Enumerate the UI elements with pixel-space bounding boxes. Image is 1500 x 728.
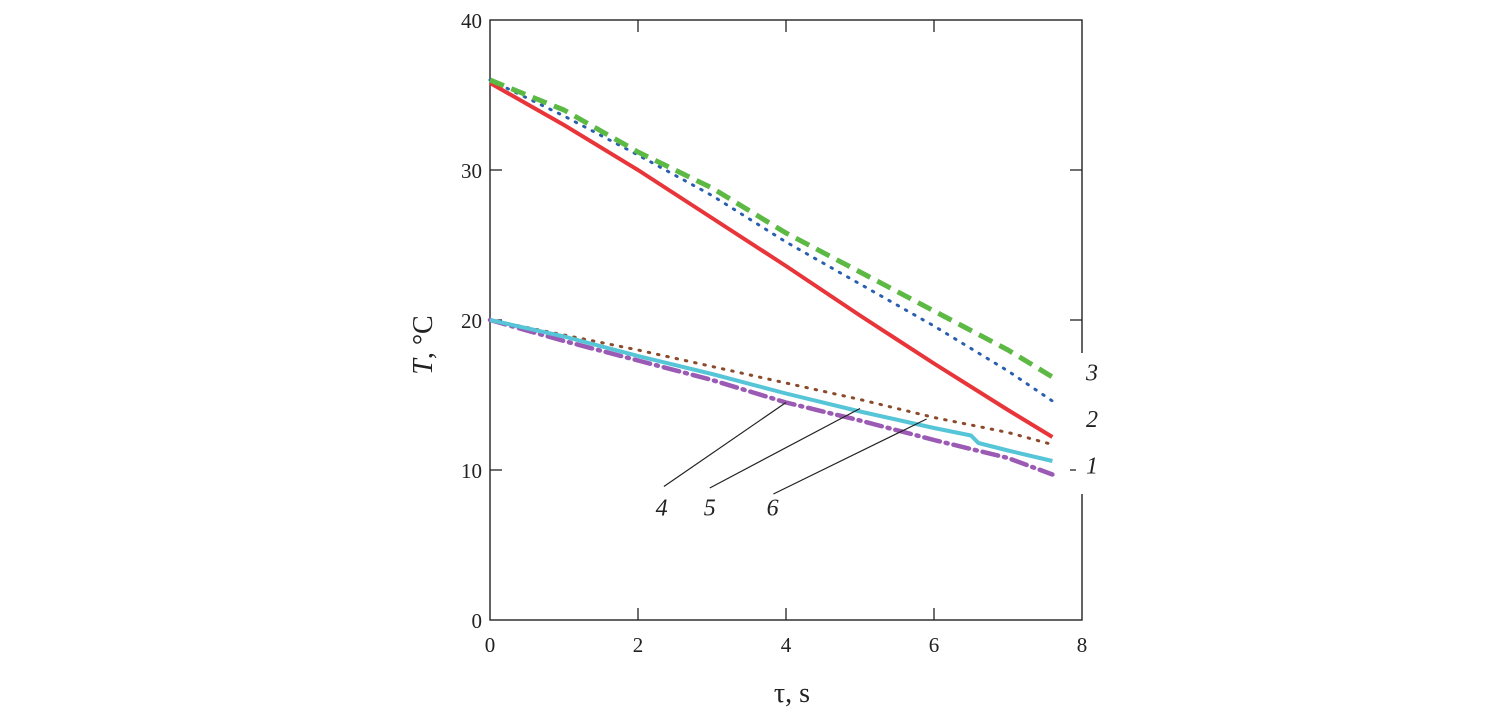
y-tick-label: 40 — [461, 9, 482, 33]
leader-line-5 — [709, 407, 861, 489]
curve-labels: 3 2 1 4 5 6 — [656, 353, 1116, 522]
series-layer — [487, 77, 1055, 477]
series-line-5 — [489, 318, 1053, 463]
curve-label-6: 6 — [767, 496, 779, 522]
series-line-3 — [489, 77, 1054, 380]
x-axis-title: τ, s — [774, 678, 810, 709]
leader-line-6 — [773, 418, 927, 495]
series-line-6 — [487, 317, 1055, 477]
plot-frame — [489, 19, 1083, 621]
tick-labels: 0 2 4 6 8 0 10 20 30 40 — [461, 9, 1087, 657]
axis-ticks — [490, 20, 1082, 620]
leader-line-4 — [663, 402, 787, 487]
y-axis-title: T, °C — [408, 315, 439, 374]
x-tick-label: 4 — [781, 633, 792, 657]
series-line-4 — [488, 318, 1054, 446]
x-tick-label: 2 — [633, 633, 644, 657]
x-tick-label: 0 — [485, 633, 496, 657]
curve-label-1: 1 — [1086, 454, 1098, 480]
curve-label-4: 4 — [656, 496, 668, 522]
y-tick-label: 10 — [461, 459, 482, 483]
y-tick-label: 20 — [461, 309, 482, 333]
x-tick-label: 6 — [929, 633, 940, 657]
series-line-1 — [489, 81, 1054, 439]
y-tick-label: 30 — [461, 159, 482, 183]
curve-label-5: 5 — [704, 496, 716, 522]
y-tick-label: 0 — [472, 609, 483, 633]
y-axis-title-symbol: T — [408, 357, 439, 375]
label-leaders — [663, 402, 927, 495]
series-line-2 — [488, 78, 1054, 403]
x-tick-label: 8 — [1077, 633, 1088, 657]
y-axis-title-unit: , °C — [408, 315, 439, 359]
curve-label-2: 2 — [1086, 407, 1098, 433]
curve-label-3: 3 — [1085, 361, 1098, 387]
right-label-backdrop — [1076, 353, 1116, 494]
